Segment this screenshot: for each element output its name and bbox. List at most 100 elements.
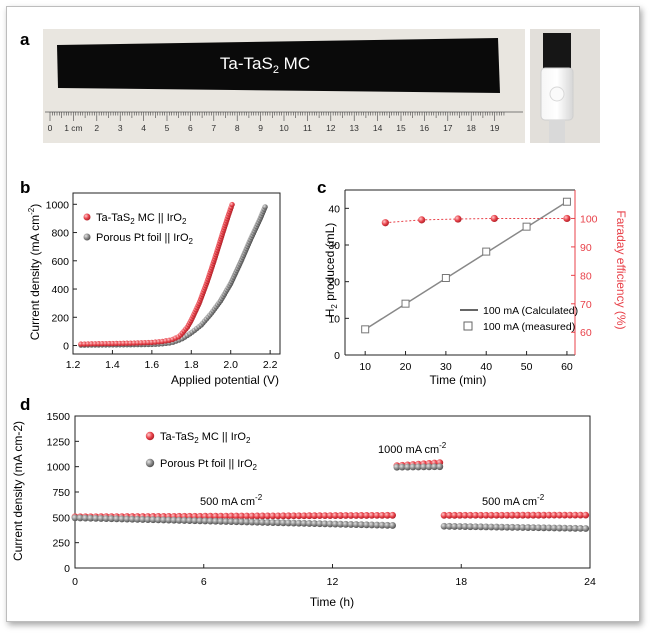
chart-c-right-tick-label: 80 bbox=[580, 270, 592, 282]
chart-d-point bbox=[274, 512, 282, 520]
chart-d-point bbox=[398, 463, 406, 471]
chart-d-point bbox=[498, 523, 506, 531]
chart-d-point bbox=[440, 511, 448, 519]
ruler-label: 19 bbox=[490, 123, 500, 133]
chart-d-point bbox=[524, 511, 532, 519]
chart-c-legend-1: 100 mA (Calculated) bbox=[483, 305, 578, 317]
chart-c-right-tick-label: 90 bbox=[580, 242, 592, 254]
chart-d-point bbox=[535, 511, 542, 519]
chart-d-point bbox=[180, 517, 188, 524]
chart-d-point bbox=[550, 524, 558, 532]
chart-d-point bbox=[201, 517, 209, 525]
chart-d-point bbox=[482, 523, 490, 531]
chart-d-point bbox=[389, 511, 396, 519]
chart-c-right-tick-label: 100 bbox=[580, 213, 598, 225]
chart-d-legend-2: Porous Pt foil || IrO2 bbox=[160, 458, 258, 472]
chart-d-point bbox=[498, 511, 506, 519]
chart-d-point bbox=[92, 514, 100, 522]
chart-c-measured-point bbox=[482, 247, 491, 256]
chart-c-right-tick-label: 60 bbox=[580, 327, 592, 339]
ruler-label: 14 bbox=[373, 123, 383, 133]
chart-d-point bbox=[279, 519, 287, 527]
chart-c-y-tick-label: 20 bbox=[328, 277, 340, 289]
ruler-label: 17 bbox=[443, 123, 453, 133]
chart-c-y-tick-label: 30 bbox=[328, 240, 340, 252]
chart-c-x-tick-label: 10 bbox=[359, 361, 371, 373]
chart-d-point bbox=[461, 511, 469, 519]
chart-d-annotation-3: 500 mA cm-2 bbox=[482, 493, 545, 508]
chart-b-y-tick-label: 800 bbox=[51, 228, 69, 240]
chart-d-point bbox=[461, 523, 469, 530]
chart-b-frame bbox=[72, 192, 281, 355]
chart-d-point bbox=[519, 524, 527, 531]
chart-d-x-axis-label: Time (h) bbox=[310, 595, 354, 609]
chart-d-point bbox=[217, 517, 225, 525]
sample-label: Ta-TaS2 MC bbox=[220, 54, 310, 76]
ruler-label: 1 cm bbox=[64, 123, 82, 133]
ruler-label: 15 bbox=[396, 123, 406, 133]
chart-d-point bbox=[212, 517, 219, 525]
chart-b-x-tick-label: 2.0 bbox=[223, 359, 238, 371]
chart-d-point bbox=[285, 512, 292, 520]
chart-d-point bbox=[545, 524, 553, 532]
chart-c-x-tick-label: 50 bbox=[521, 361, 533, 373]
chart-d-x-tick-label: 0 bbox=[72, 576, 78, 588]
chart-d-point bbox=[393, 463, 401, 471]
chart-d-point bbox=[290, 512, 298, 520]
chart-d-point bbox=[311, 512, 318, 520]
ruler-label: 11 bbox=[303, 123, 312, 133]
chart-d-point bbox=[243, 518, 251, 526]
chart-d-point bbox=[316, 520, 324, 528]
chart-d-point bbox=[342, 520, 350, 528]
chart-d-point bbox=[414, 463, 422, 471]
chart-d-point bbox=[326, 512, 334, 520]
ruler-label: 8 bbox=[235, 123, 240, 133]
chart-d-point bbox=[331, 520, 339, 528]
ruler-label: 2 bbox=[94, 123, 99, 133]
chart-d-point bbox=[451, 523, 458, 530]
chart-b-x-tick-label: 2.2 bbox=[263, 359, 278, 371]
chart-d-point bbox=[535, 524, 542, 532]
panel-b-label: b bbox=[20, 178, 30, 197]
chart-b-y-tick-label: 400 bbox=[51, 284, 69, 296]
chart-d-point bbox=[420, 463, 428, 471]
chart-d-point bbox=[503, 511, 511, 519]
chart-d-point bbox=[508, 523, 516, 531]
chart-d-point bbox=[305, 512, 313, 520]
chart-d-point bbox=[561, 524, 569, 532]
chart-d-x-tick-label: 6 bbox=[201, 576, 207, 588]
chart-d-point bbox=[186, 517, 193, 524]
chart-d-y-tick-label: 1000 bbox=[47, 462, 71, 474]
chart-d-point bbox=[477, 511, 485, 519]
chart-c: 10 20 30 40 50 60 0 10 20 30 40 60 70 80 90 100 bbox=[328, 189, 598, 373]
chart-d-point bbox=[571, 524, 579, 532]
chart-d-point bbox=[290, 519, 298, 527]
chart-d-point bbox=[279, 512, 287, 520]
chart-b: 1.2 1.4 1.6 1.8 2.0 2.2 0 200 400 600 800 1000 bbox=[46, 192, 281, 371]
ruler-label: 13 bbox=[349, 123, 359, 133]
chart-d-point bbox=[556, 524, 563, 532]
chart-d-point bbox=[326, 520, 334, 528]
chart-d-point bbox=[97, 515, 105, 522]
chart-b-y-tick-label: 1000 bbox=[46, 199, 70, 211]
chart-d-point bbox=[566, 511, 574, 519]
chart-d-point bbox=[191, 517, 199, 525]
chart-d-point bbox=[577, 524, 584, 532]
chart-d-annotation-2: 1000 mA cm-2 bbox=[378, 441, 447, 456]
chart-b-x-tick-label: 1.4 bbox=[105, 359, 120, 371]
chart-d-point bbox=[259, 512, 266, 520]
chart-c-faraday-point bbox=[418, 216, 426, 224]
chart-b-y-tick-label: 0 bbox=[63, 341, 69, 353]
chart-d-point bbox=[503, 523, 511, 531]
ruler-label: 3 bbox=[118, 123, 123, 133]
chart-d-point bbox=[285, 519, 292, 527]
chart-d-point bbox=[170, 516, 178, 524]
chart-d-point bbox=[295, 519, 303, 527]
chart-d-point bbox=[243, 512, 251, 520]
chart-d-point bbox=[529, 511, 537, 519]
chart-c-legend-2: 100 mA (measured) bbox=[483, 321, 575, 333]
chart-d-point bbox=[196, 517, 204, 525]
chart-c-measured-point bbox=[562, 197, 571, 206]
sample-strip bbox=[57, 38, 500, 93]
chart-d-point bbox=[493, 523, 500, 531]
